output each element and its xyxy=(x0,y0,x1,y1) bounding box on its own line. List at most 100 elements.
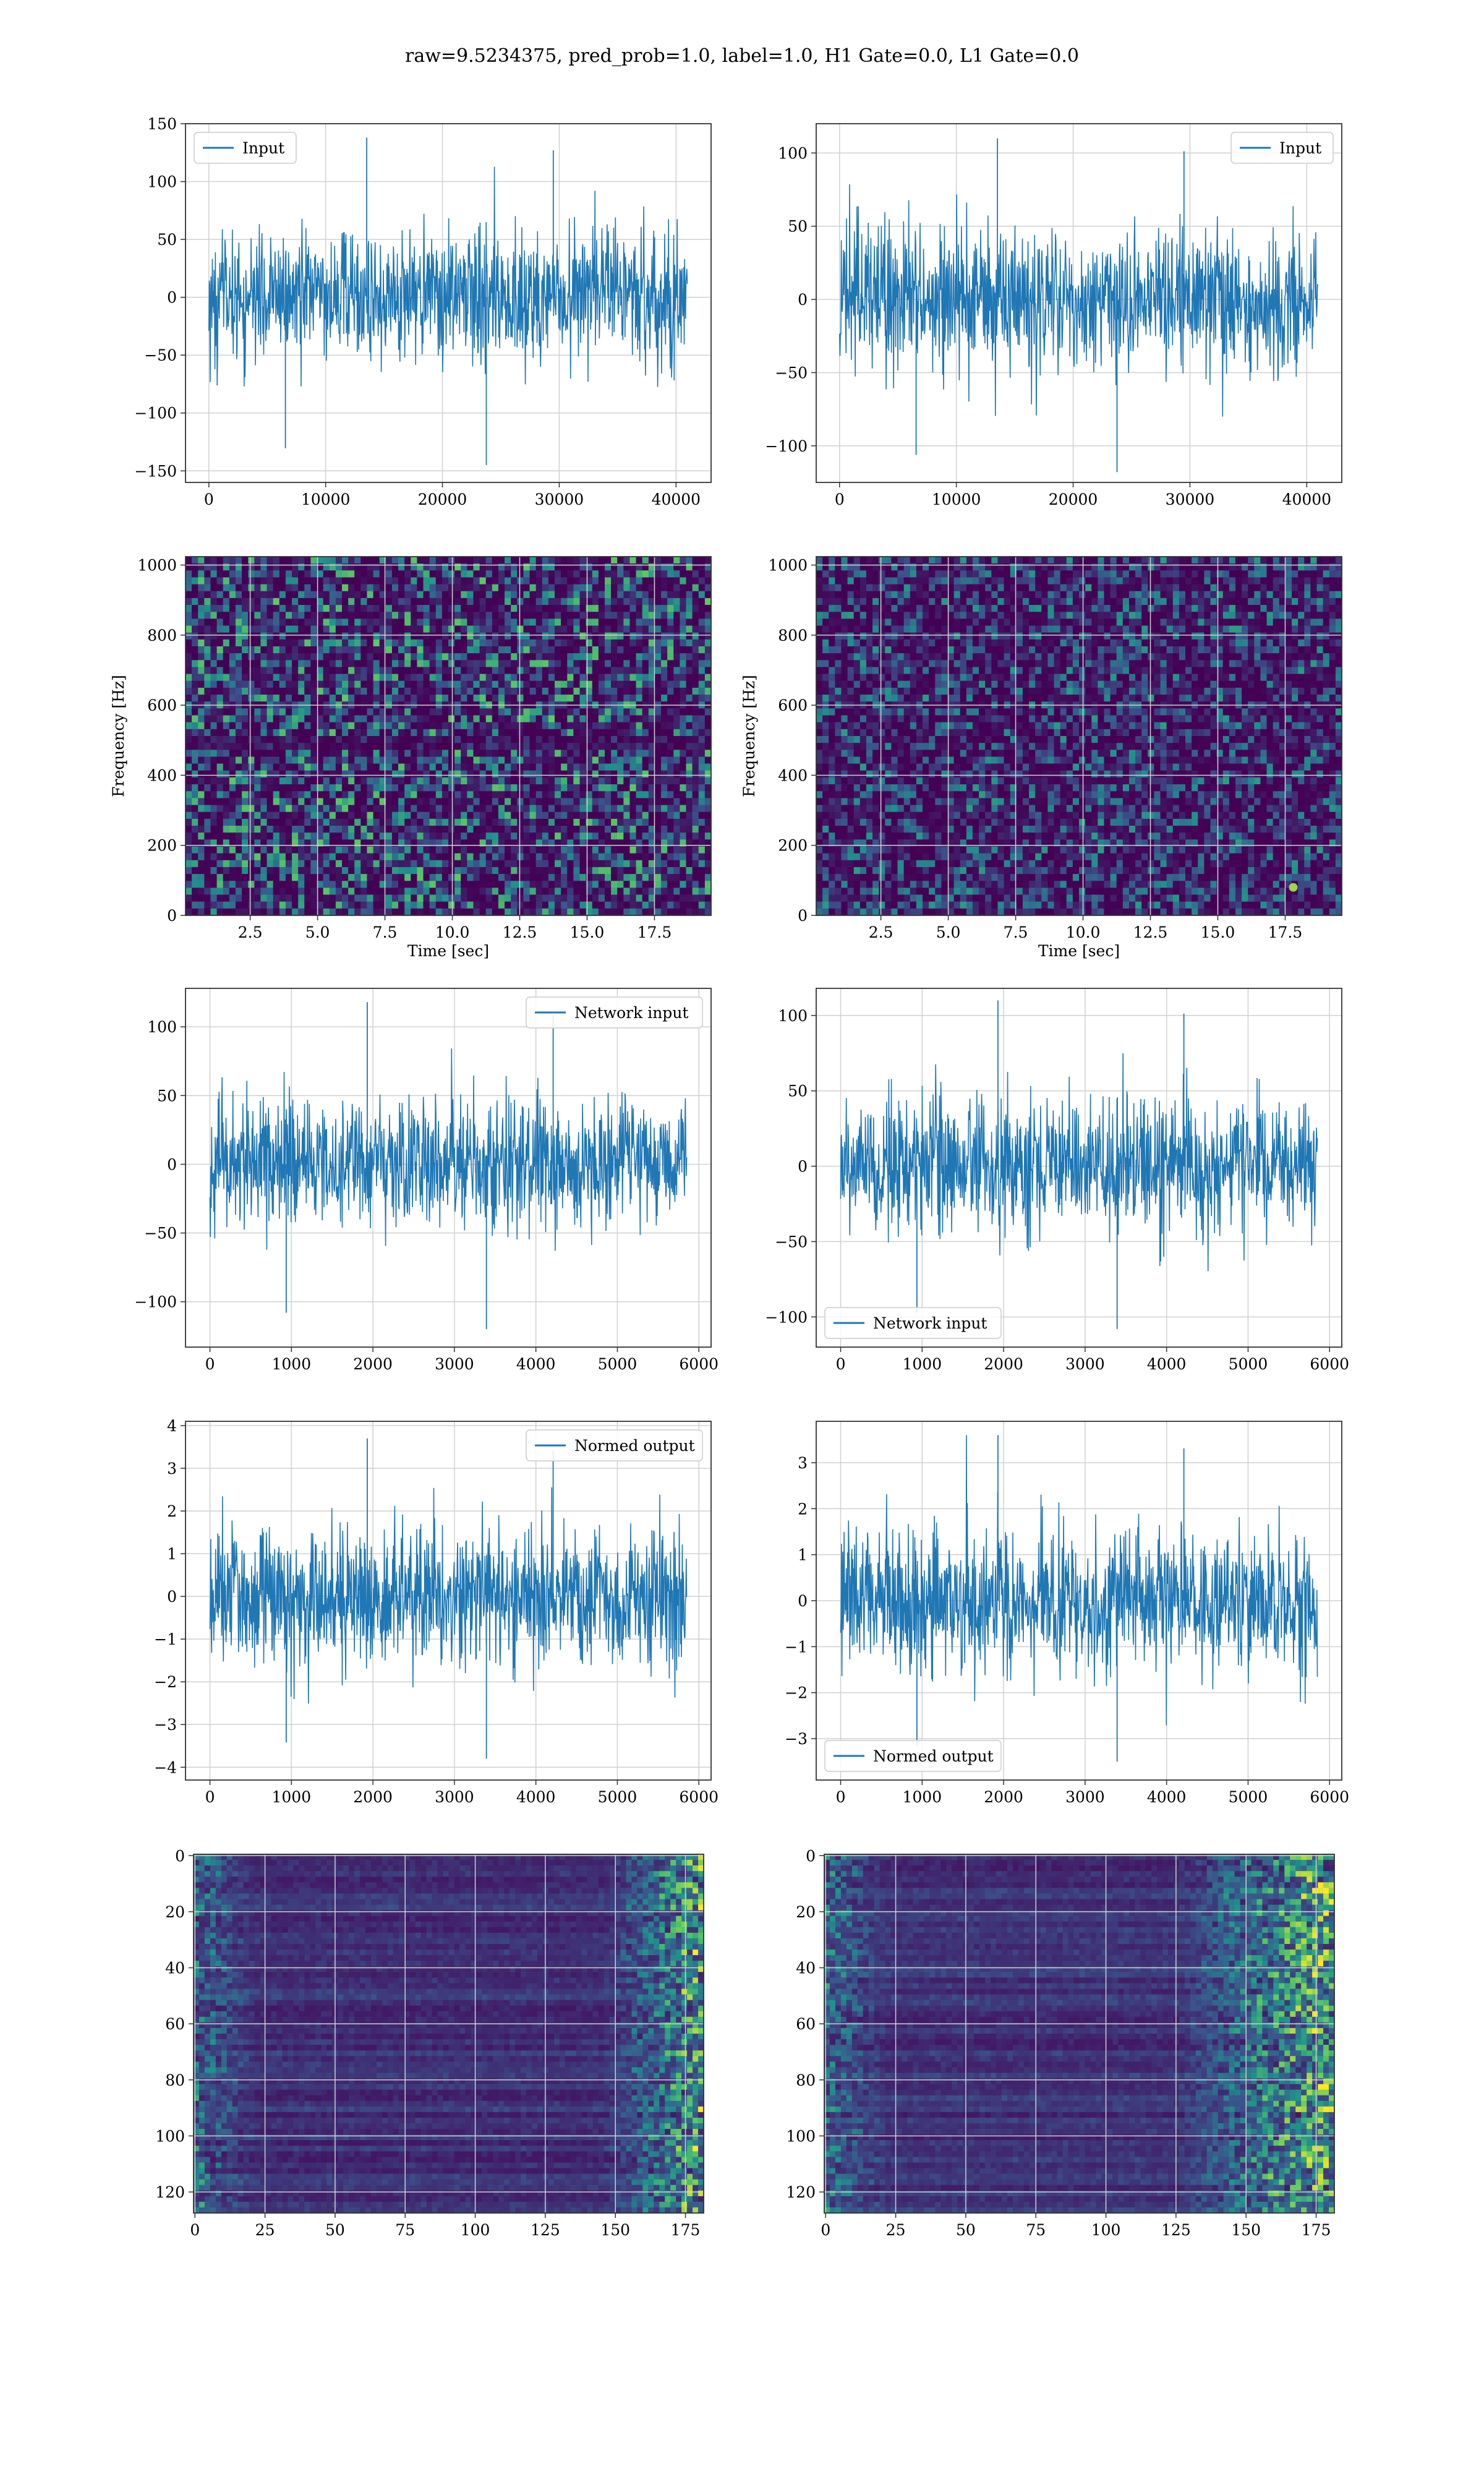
heatmap-cell xyxy=(535,639,543,647)
heatmap-cell xyxy=(429,908,437,916)
heatmap-cell xyxy=(642,695,649,702)
heatmap-cell xyxy=(505,563,511,571)
heatmap-cell xyxy=(611,570,618,578)
heatmap-cell xyxy=(592,687,599,695)
heatmap-cell xyxy=(1016,577,1023,585)
heatmap-cell xyxy=(198,784,205,792)
heatmap-cell xyxy=(285,570,292,578)
heatmap-cell xyxy=(529,784,537,792)
heatmap-cell xyxy=(317,708,324,716)
heatmap-cell xyxy=(391,846,399,854)
heatmap-cell xyxy=(341,784,349,792)
heatmap-cell xyxy=(661,715,668,723)
heatmap-cell xyxy=(686,591,693,599)
heatmap-cell xyxy=(485,674,493,682)
heatmap-cell xyxy=(648,605,655,612)
heatmap-cell xyxy=(1135,591,1142,599)
heatmap-cell xyxy=(235,729,242,737)
heatmap-cell xyxy=(673,708,681,716)
heatmap-cell xyxy=(360,881,368,888)
heatmap-cell xyxy=(435,695,443,702)
heatmap-cell xyxy=(535,763,543,771)
heatmap-cell xyxy=(398,743,405,750)
heatmap-cell xyxy=(1323,577,1330,585)
heatmap-cell xyxy=(648,826,655,833)
heatmap-cell xyxy=(642,660,649,668)
heatmap-cell xyxy=(542,874,549,881)
heatmap-cell xyxy=(467,570,474,578)
heatmap-cell xyxy=(686,722,693,730)
heatmap-cell xyxy=(661,653,668,661)
heatmap-cell xyxy=(348,860,355,868)
heatmap-cell xyxy=(260,674,268,682)
heatmap-cell xyxy=(435,680,443,688)
heatmap-cell xyxy=(461,874,467,881)
heatmap-cell xyxy=(341,908,349,916)
heatmap-cell xyxy=(254,687,262,695)
heatmap-cell xyxy=(248,722,255,730)
heatmap-cell xyxy=(567,881,574,888)
heatmap-cell xyxy=(548,695,555,702)
x-tick-label: 12.5 xyxy=(503,923,537,941)
heatmap-cell xyxy=(323,570,330,578)
heatmap-cell xyxy=(604,632,612,640)
heatmap-cell xyxy=(285,577,292,585)
heatmap-cell xyxy=(498,826,505,833)
heatmap-cell xyxy=(885,591,892,599)
heatmap-cell xyxy=(505,570,511,578)
heatmap-cell xyxy=(292,901,299,909)
heatmap-cell xyxy=(579,591,587,599)
heatmap-cell xyxy=(586,798,593,806)
heatmap-cell xyxy=(341,743,349,750)
heatmap-cell xyxy=(248,674,255,682)
heatmap-cell xyxy=(335,777,343,785)
heatmap-cell xyxy=(629,784,637,792)
heatmap-cell xyxy=(186,894,192,902)
heatmap-cell xyxy=(473,680,480,688)
heatmap-cell xyxy=(411,736,418,743)
heatmap-cell xyxy=(661,660,668,668)
heatmap-cell xyxy=(642,625,649,633)
heatmap-cell xyxy=(441,791,449,798)
heatmap-cell xyxy=(661,853,668,861)
heatmap-cell xyxy=(310,591,318,599)
heatmap-cell xyxy=(279,674,286,682)
heatmap-cell xyxy=(273,674,280,682)
heatmap-cell xyxy=(479,563,487,571)
heatmap-cell xyxy=(648,618,655,627)
heatmap-cell xyxy=(229,660,236,668)
heatmap-cell xyxy=(654,756,662,764)
heatmap-cell xyxy=(192,833,198,840)
heatmap-cell xyxy=(523,750,531,758)
heatmap-cell xyxy=(310,674,318,682)
heatmap-cell xyxy=(698,618,706,627)
legend: Input xyxy=(194,132,297,164)
heatmap-cell xyxy=(592,577,599,585)
heatmap-cell xyxy=(997,584,1005,592)
heatmap-cell xyxy=(529,577,537,585)
heatmap-cell xyxy=(216,563,224,571)
heatmap-cell xyxy=(335,722,343,730)
heatmap-cell xyxy=(573,674,581,682)
heatmap-cell xyxy=(404,570,411,578)
heatmap-cell xyxy=(642,722,649,730)
heatmap-cell xyxy=(248,577,255,585)
heatmap-cell xyxy=(1254,577,1261,585)
heatmap-cell xyxy=(611,756,618,764)
heatmap-cell xyxy=(648,646,655,654)
heatmap-cell xyxy=(642,577,649,585)
heatmap-cell xyxy=(373,597,380,606)
heatmap-cell xyxy=(604,770,612,778)
heatmap-cell xyxy=(210,784,218,792)
heatmap-cell xyxy=(642,597,649,606)
heatmap-cell xyxy=(485,818,493,826)
heatmap-cell xyxy=(511,674,518,682)
heatmap-cell xyxy=(229,729,236,737)
heatmap-cell xyxy=(629,860,637,868)
heatmap-cell xyxy=(1235,577,1242,585)
heatmap-cell xyxy=(517,839,524,847)
heatmap-cell xyxy=(423,687,430,695)
heatmap-cell xyxy=(667,867,674,875)
heatmap-cell xyxy=(698,708,706,716)
heatmap-cell xyxy=(648,750,655,758)
